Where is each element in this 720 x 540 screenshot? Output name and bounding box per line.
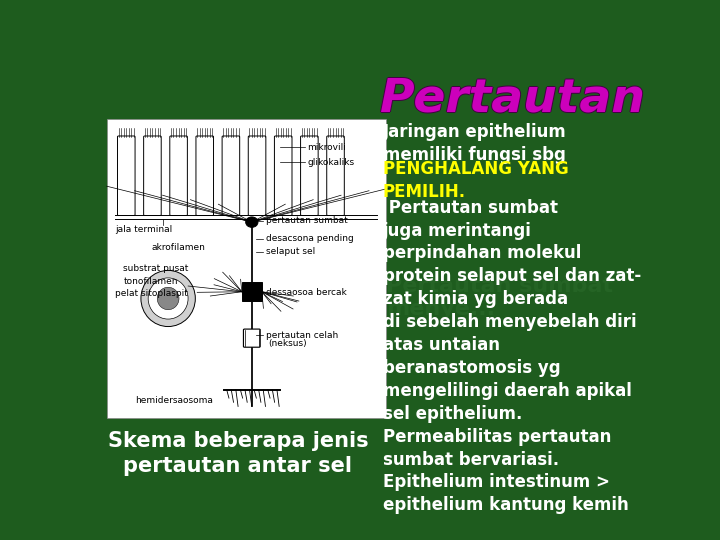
FancyBboxPatch shape [170,136,187,215]
Text: tonofilamen: tonofilamen [124,276,178,286]
Text: Pertautan penyumbat: Pertautan penyumbat [380,77,720,122]
FancyBboxPatch shape [143,136,161,215]
Text: desacsona pending: desacsona pending [266,234,354,243]
Ellipse shape [157,287,179,310]
Text: pertautan celah: pertautan celah [266,330,338,340]
FancyBboxPatch shape [107,119,386,418]
Text: hemidersaosoma: hemidersaosoma [135,396,212,405]
FancyBboxPatch shape [300,136,318,215]
Text: Pertautan penyumbat: Pertautan penyumbat [380,77,720,122]
Text: Pertautan penyumbat: Pertautan penyumbat [380,78,720,123]
FancyBboxPatch shape [327,136,344,215]
Text: PENGHALANG YANG
PEMILIH.: PENGHALANG YANG PEMILIH. [383,160,569,201]
Text: dessaosoa bercak: dessaosoa bercak [266,288,346,297]
Text: pelat sitoplaspit: pelat sitoplaspit [115,288,188,298]
Text: Pertautan penyumbat: Pertautan penyumbat [382,77,720,122]
Bar [242,282,262,301]
Ellipse shape [246,217,258,227]
Text: Pertautan sumbat
juga merintangi
perpindahan molekul
protein selaput sel dan zat: Pertautan sumbat juga merintangi perpind… [383,199,642,515]
Text: mikrovili: mikrovili [307,143,346,152]
Text: pertautan sumbat: pertautan sumbat [266,216,348,225]
Text: glikokaliks: glikokaliks [307,158,355,167]
Text: jala terminal: jala terminal [115,225,172,234]
Ellipse shape [148,278,188,319]
Text: Skema beberapa jenis
pertautan antar sel: Skema beberapa jenis pertautan antar sel [107,431,368,476]
Text: akrofilamen: akrofilamen [151,243,205,252]
FancyBboxPatch shape [222,136,240,215]
Text: Pertautan sumbat
menye...: Pertautan sumbat menye... [386,276,613,319]
Ellipse shape [141,271,195,327]
FancyBboxPatch shape [196,136,214,215]
FancyBboxPatch shape [248,136,266,215]
Text: selaput sel: selaput sel [266,247,315,256]
Text: substrat pusat: substrat pusat [124,264,189,273]
Text: Jaringan epithelium
memiliki fungsi sbg: Jaringan epithelium memiliki fungsi sbg [383,123,567,164]
FancyBboxPatch shape [117,136,135,215]
FancyBboxPatch shape [243,329,260,347]
Text: Pertautan penyumbat: Pertautan penyumbat [379,77,720,122]
Text: (neksus): (neksus) [269,340,307,348]
FancyBboxPatch shape [274,136,292,215]
